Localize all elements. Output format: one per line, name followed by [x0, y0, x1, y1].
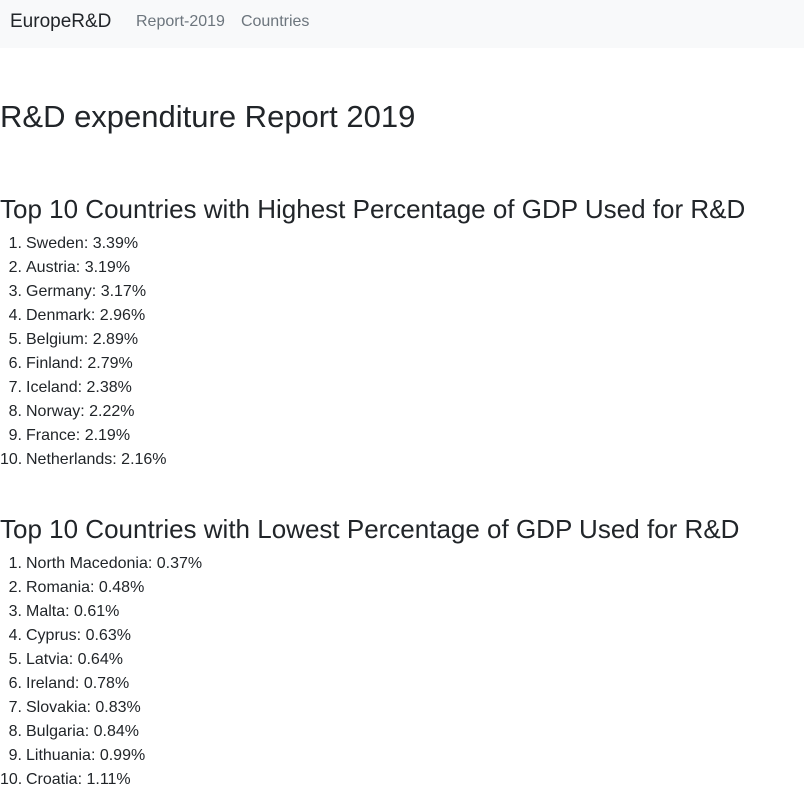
- list-item-text: Austria: 3.19%: [26, 259, 131, 276]
- rank-number: 4.: [8, 627, 22, 644]
- list-item-text: Sweden: 3.39%: [26, 235, 139, 252]
- list-item-text: Lithuania: 0.99%: [26, 747, 146, 764]
- list-item: 2. Romania: 0.48%: [0, 576, 804, 600]
- list-item: 7. Iceland: 2.38%: [0, 376, 804, 400]
- rank-number: 7.: [8, 699, 22, 716]
- list-item: 9. France: 2.19%: [0, 424, 804, 448]
- list-item-text: Denmark: 2.96%: [26, 307, 146, 324]
- list-item: 4. Denmark: 2.96%: [0, 304, 804, 328]
- highest-heading: Top 10 Countries with Highest Percentage…: [0, 194, 746, 224]
- rank-number: 5.: [8, 651, 22, 668]
- list-item: 9. Lithuania: 0.99%: [0, 744, 804, 768]
- nav-links: Report-2019 Countries: [136, 12, 309, 32]
- rank-number: 3.: [8, 283, 22, 300]
- list-item-text: Netherlands: 2.16%: [26, 451, 167, 468]
- list-item: 10. Netherlands: 2.16%: [0, 448, 804, 472]
- list-item-text: Croatia: 1.11%: [26, 771, 131, 788]
- rank-number: 1.: [8, 235, 22, 252]
- rank-number: 10.: [0, 771, 23, 788]
- highest-list: 1. Sweden: 3.39% 2. Austria: 3.19% 3. Germa…: [0, 232, 804, 472]
- lowest-list: 1. North Macedonia: 0.37% 2. Romania: 0.48…: [0, 552, 804, 792]
- list-item: 3. Germany: 3.17%: [0, 280, 804, 304]
- list-item: 6. Ireland: 0.78%: [0, 672, 804, 696]
- nav-link-countries[interactable]: Countries: [240, 13, 310, 30]
- list-item: 5. Belgium: 2.89%: [0, 328, 804, 352]
- list-item-text: Latvia: 0.64%: [26, 651, 123, 668]
- list-item-text: Ireland: 0.78%: [26, 675, 130, 692]
- rank-number: 2.: [8, 259, 22, 276]
- list-item-text: Germany: 3.17%: [26, 283, 147, 300]
- rank-number: 8.: [8, 723, 22, 740]
- rank-number: 6.: [8, 675, 22, 692]
- list-item: 3. Malta: 0.61%: [0, 600, 804, 624]
- list-item: 1. North Macedonia: 0.37%: [0, 552, 804, 576]
- list-item-text: Malta: 0.61%: [26, 603, 120, 620]
- rank-number: 2.: [8, 579, 22, 596]
- rank-number: 1.: [8, 555, 22, 572]
- list-item-text: Cyprus: 0.63%: [26, 627, 131, 644]
- list-item-text: Iceland: 2.38%: [26, 379, 132, 396]
- highest-section: Top 10 Countries with Highest Percentage…: [0, 192, 804, 472]
- rank-number: 10.: [0, 451, 23, 468]
- list-item: 8. Bulgaria: 0.84%: [0, 720, 804, 744]
- lowest-heading: Top 10 Countries with Lowest Percentage …: [0, 514, 740, 544]
- list-item: 10. Croatia: 1.11%: [0, 768, 804, 792]
- list-item: 5. Latvia: 0.64%: [0, 648, 804, 672]
- rank-number: 7.: [8, 379, 22, 396]
- list-item-text: Finland: 2.79%: [26, 355, 133, 372]
- list-item-text: Belgium: 2.89%: [26, 331, 139, 348]
- list-item: 6. Finland: 2.79%: [0, 352, 804, 376]
- list-item: 1. Sweden: 3.39%: [0, 232, 804, 256]
- list-item: 4. Cyprus: 0.63%: [0, 624, 804, 648]
- rank-number: 9.: [8, 747, 22, 764]
- nav-link-report-2019[interactable]: Report-2019: [136, 13, 225, 30]
- list-item-text: Bulgaria: 0.84%: [26, 723, 139, 740]
- rank-number: 3.: [8, 603, 22, 620]
- list-item-text: Norway: 2.22%: [26, 403, 135, 420]
- rank-number: 5.: [8, 331, 22, 348]
- list-item: 7. Slovakia: 0.83%: [0, 696, 804, 720]
- lowest-section: Top 10 Countries with Lowest Percentage …: [0, 512, 804, 792]
- list-item: 8. Norway: 2.22%: [0, 400, 804, 424]
- brand-link[interactable]: EuropeR&D: [10, 11, 112, 32]
- list-item: 2. Austria: 3.19%: [0, 256, 804, 280]
- page-title: R&D expenditure Report 2019: [0, 99, 416, 134]
- list-item-text: Romania: 0.48%: [26, 579, 145, 596]
- list-item-text: Slovakia: 0.83%: [26, 699, 141, 716]
- rank-number: 8.: [8, 403, 22, 420]
- rank-number: 4.: [8, 307, 22, 324]
- rank-number: 9.: [8, 427, 22, 444]
- rank-number: 6.: [8, 355, 22, 372]
- navbar: EuropeR&D Report-2019 Countries: [0, 0, 804, 48]
- list-item-text: North Macedonia: 0.37%: [26, 555, 203, 572]
- list-item-text: France: 2.19%: [26, 427, 131, 444]
